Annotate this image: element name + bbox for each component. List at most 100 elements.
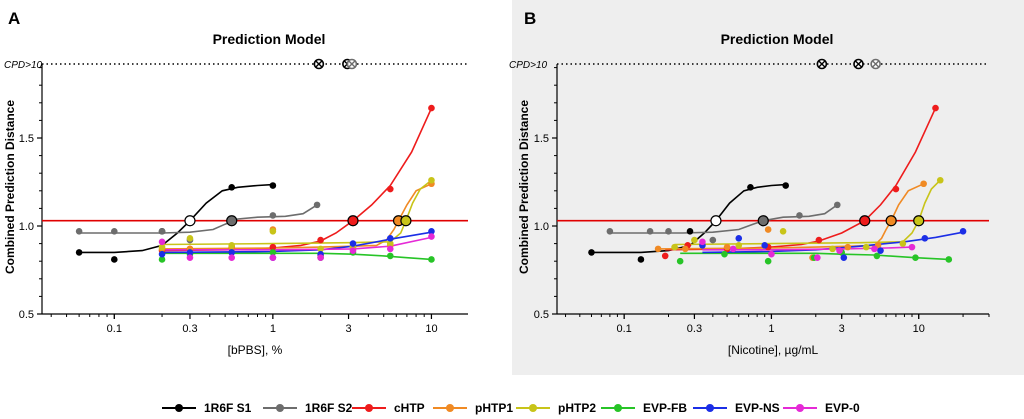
data-point-evp-ns xyxy=(877,247,884,254)
data-point-chtp xyxy=(661,252,669,260)
data-point-phtp2 xyxy=(829,245,836,253)
data-point-1r6f-s1 xyxy=(686,227,694,235)
data-point-evp-fb xyxy=(386,252,394,260)
legend-label: pHTP2 xyxy=(558,401,596,415)
data-point-evp-fb xyxy=(428,256,435,263)
series-curve-phtp2 xyxy=(161,179,432,246)
data-point-evp-0 xyxy=(871,245,878,253)
legend: 1R6F S1 1R6F S2 cHTP pHTP1 pHTP2 EVP-FB EVP-NS… xyxy=(162,401,860,415)
data-point-evp-0 xyxy=(349,247,357,254)
data-point-phtp2 xyxy=(779,227,787,235)
legend-item-chtp: cHTP xyxy=(352,401,425,415)
cpd-label: CPD>10 xyxy=(4,60,43,71)
data-point-1r6f-s2 xyxy=(834,201,841,209)
data-point-chtp xyxy=(428,104,435,112)
data-point-evp-ns xyxy=(228,249,236,256)
legend-label: EVP-NS xyxy=(735,401,780,415)
data-point-evp-0 xyxy=(228,254,236,261)
panel-a: A Prediction Model 0.5 1.0 1.5 0.1 0.3 1 3 10 [bPB… xyxy=(3,9,468,357)
x-tick-label: 0.3 xyxy=(687,323,702,335)
legend-marker xyxy=(365,404,373,412)
data-point-phtp2 xyxy=(936,176,944,184)
data-point-phtp1 xyxy=(723,243,731,251)
data-point-phtp2 xyxy=(899,240,907,247)
y-axis-label: Combined Prediction Distance xyxy=(3,100,17,274)
data-point-1r6f-s1 xyxy=(588,249,595,256)
data-point-1r6f-s1 xyxy=(111,256,118,263)
x-tick-label: 1 xyxy=(768,323,774,335)
crossing-marker-1r6f-s2 xyxy=(757,215,769,227)
data-point-evp-ns xyxy=(921,235,929,242)
x-axis-label: [Nicotine], µg/mL xyxy=(728,343,819,357)
data-point-evp-ns xyxy=(761,242,769,249)
data-point-phtp2 xyxy=(317,245,324,253)
data-point-1r6f-s1 xyxy=(637,256,645,263)
legend-marker xyxy=(276,404,284,412)
data-point-phtp1 xyxy=(764,226,772,233)
data-point-phtp2 xyxy=(691,236,698,244)
data-point-1r6f-s2 xyxy=(796,212,803,219)
x-tick-label: 0.1 xyxy=(107,323,122,335)
data-point-evp-fb xyxy=(873,252,881,260)
data-point-1r6f-s2 xyxy=(646,227,654,235)
chart-title: Prediction Model xyxy=(213,31,326,47)
legend-marker xyxy=(529,404,537,412)
cpd-marker-cross xyxy=(818,60,826,68)
data-point-evp-0 xyxy=(386,245,394,253)
data-point-1r6f-s2 xyxy=(269,212,277,219)
cpd-label: CPD>10 xyxy=(509,60,548,71)
data-point-chtp xyxy=(892,185,900,193)
data-point-chtp xyxy=(815,236,823,244)
legend-item-evp-fb: EVP-FB xyxy=(601,401,687,415)
data-point-evp-fb xyxy=(676,257,684,265)
data-point-evp-ns xyxy=(349,240,357,247)
circle-x-icon xyxy=(870,58,881,70)
data-point-phtp2 xyxy=(735,242,743,249)
legend-label: EVP-FB xyxy=(643,401,687,415)
x-tick-label: 0.1 xyxy=(617,323,632,335)
legend-item-1r6f-s2: 1R6F S2 xyxy=(263,401,353,415)
cpd-marker-cross xyxy=(872,60,879,68)
data-point-evp-0 xyxy=(836,247,843,254)
data-point-1r6f-s1 xyxy=(747,183,754,191)
data-point-phtp1 xyxy=(920,180,927,188)
x-tick-label: 10 xyxy=(425,323,437,335)
legend-marker xyxy=(796,404,804,412)
data-point-1r6f-s2 xyxy=(313,201,321,209)
series-curve-evp-ns xyxy=(161,231,432,254)
data-point-phtp2 xyxy=(228,242,236,249)
cpd-marker-cross xyxy=(315,60,323,68)
data-point-1r6f-s2 xyxy=(709,236,717,244)
data-point-phtp1 xyxy=(844,243,852,251)
cpd-marker-cross xyxy=(348,60,356,68)
crossing-marker-chtp xyxy=(347,215,359,227)
data-point-chtp xyxy=(386,185,394,193)
crossing-marker-phtp2 xyxy=(913,215,925,227)
data-point-evp-ns xyxy=(158,250,166,258)
x-tick-label: 3 xyxy=(345,323,351,335)
legend-marker xyxy=(706,404,714,412)
legend-item-phtp1: pHTP1 xyxy=(433,401,513,415)
x-tick-label: 1 xyxy=(270,323,276,335)
data-point-phtp2 xyxy=(862,243,870,251)
legend-label: EVP-0 xyxy=(825,401,860,415)
legend-label: pHTP1 xyxy=(475,401,513,415)
data-point-1r6f-s1 xyxy=(228,183,236,191)
data-point-1r6f-s1 xyxy=(269,182,277,189)
legend-item-evp-ns: EVP-NS xyxy=(693,401,780,415)
data-point-phtp2 xyxy=(186,235,194,242)
y-tick-label: 0.5 xyxy=(19,309,34,321)
data-point-1r6f-s2 xyxy=(665,227,672,235)
data-point-evp-0 xyxy=(729,245,737,253)
data-point-1r6f-s2 xyxy=(111,227,118,235)
legend-item-1r6f-s1: 1R6F S1 xyxy=(162,401,252,415)
circle-x-icon xyxy=(816,58,828,70)
cpd-marker-cross xyxy=(855,60,862,68)
crossing-marker-1r6f-s1 xyxy=(710,215,722,227)
data-point-phtp1 xyxy=(681,245,689,253)
legend-item-evp-0: EVP-0 xyxy=(783,401,860,415)
data-point-evp-ns xyxy=(428,227,435,235)
data-point-1r6f-s2 xyxy=(606,227,614,235)
y-tick-label: 1.5 xyxy=(534,133,549,145)
